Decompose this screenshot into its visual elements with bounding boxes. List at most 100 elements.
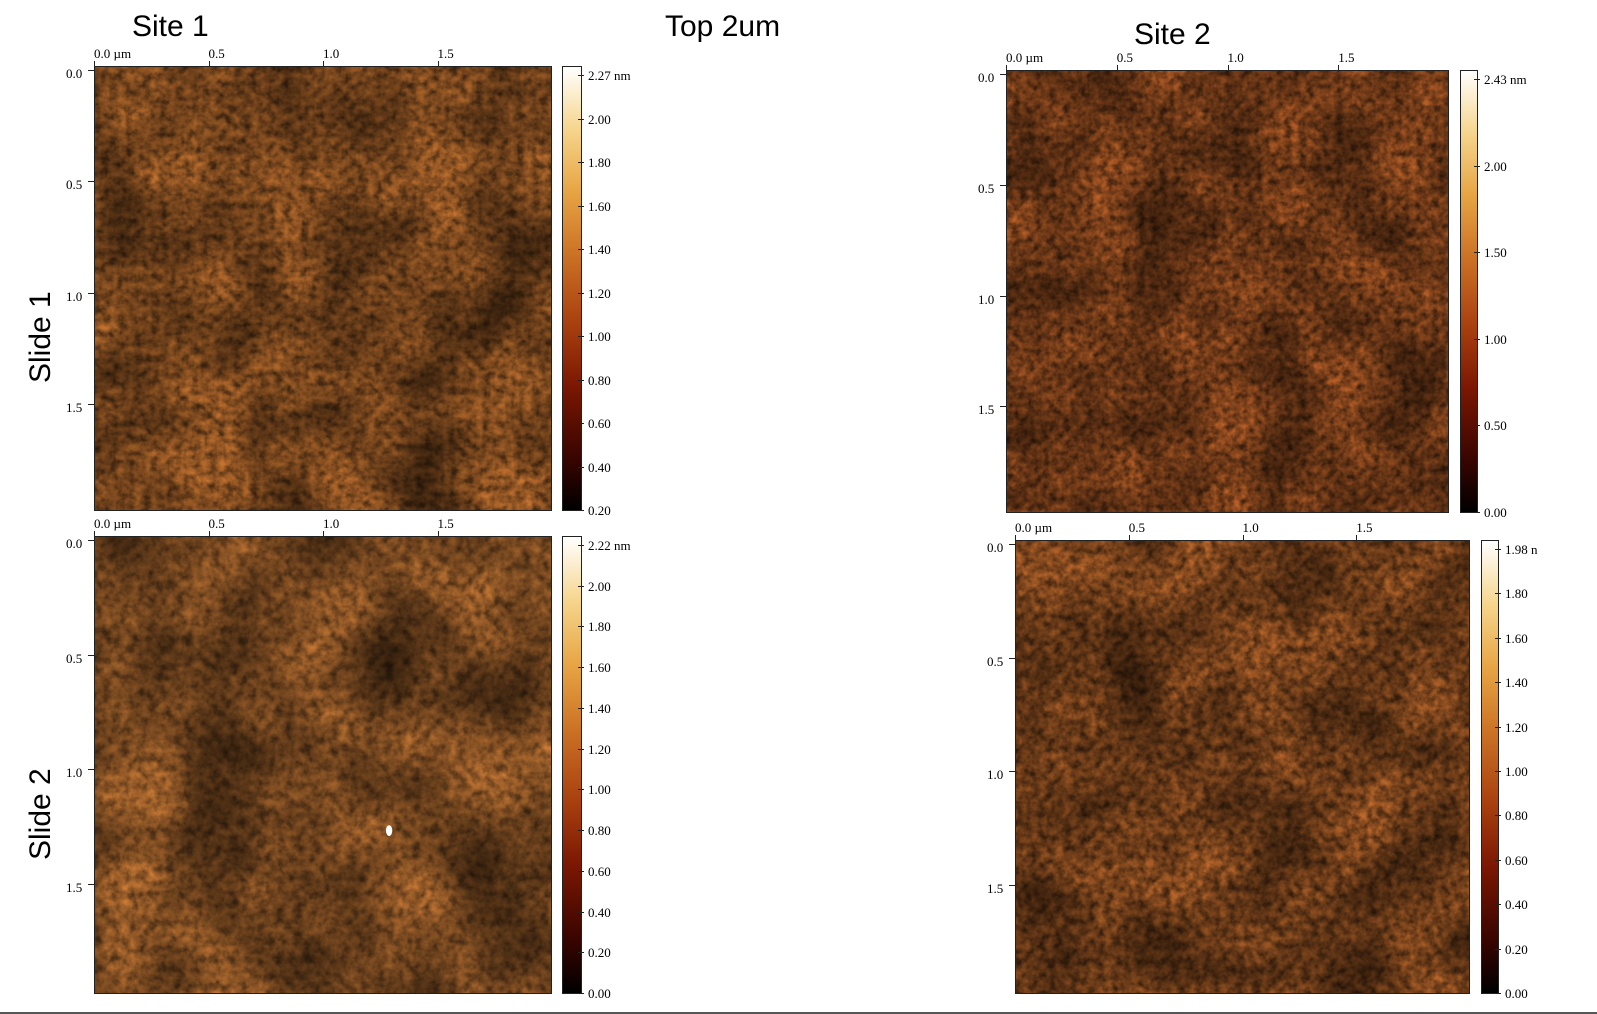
y-tick-label: 0.0 xyxy=(66,536,83,551)
x-tick-label: 1.5 xyxy=(437,516,454,531)
y-tick-label: 1.5 xyxy=(66,399,83,415)
colorbar-tick-mark xyxy=(1495,859,1501,861)
colorbar-tick-mark xyxy=(1474,338,1480,340)
x-tick-label: 1.5 xyxy=(1356,520,1373,535)
slide1-heading: Slide 1 xyxy=(24,291,57,383)
x-tick-label: 0.0 µm xyxy=(94,46,132,61)
colorbar-tick-label: 2.00 xyxy=(1484,158,1507,174)
y-tick-mark xyxy=(88,769,94,770)
colorbar-tick-mark xyxy=(578,830,584,832)
colorbar-tick-mark xyxy=(578,911,584,913)
y-tick-mark xyxy=(88,540,94,541)
x-tick-label: 1.0 xyxy=(323,46,340,61)
x-tick-mark xyxy=(1227,65,1229,71)
x-tick-mark xyxy=(94,61,95,67)
afm-image-slide2-site2 xyxy=(1015,540,1470,994)
y-tick-label: 1.0 xyxy=(66,288,83,304)
colorbar-tick-mark xyxy=(578,423,584,424)
x-tick-label: 0.5 xyxy=(208,46,225,61)
x-tick-mark xyxy=(437,61,439,67)
colorbar-tick-label: 1.80 xyxy=(588,155,611,170)
y-tick-label: 1.5 xyxy=(978,402,995,418)
colorbar-tick-mark xyxy=(1495,593,1501,595)
colorbar-tick-mark xyxy=(578,379,584,381)
colorbar-tick-mark xyxy=(578,75,584,76)
colorbar-tick-mark xyxy=(1474,165,1480,167)
colorbar-tick-label: 2.27 nm xyxy=(588,68,631,83)
colorbar-tick-mark xyxy=(578,162,584,163)
colorbar-slide2-site1 xyxy=(562,536,582,994)
y-tick-label: 0.0 xyxy=(987,540,1004,555)
x-tick-mark xyxy=(1128,535,1130,541)
afm-image-slide1-site2 xyxy=(1006,70,1449,513)
colorbar-tick-mark xyxy=(578,118,584,120)
x-tick-label: 1.0 xyxy=(323,516,340,531)
colorbar-tick-label: 1.00 xyxy=(588,782,611,798)
x-tick-label: 1.5 xyxy=(437,46,454,61)
colorbar-tick-mark xyxy=(578,205,584,207)
colorbar-tick-label: 0.20 xyxy=(1505,941,1528,957)
colorbar-tick-label: 0.60 xyxy=(1505,852,1528,868)
x-tick-label: 1.5 xyxy=(1338,50,1355,65)
colorbar-tick-label: 1.60 xyxy=(1505,630,1528,646)
colorbar-tick-label: 1.20 xyxy=(1505,719,1528,735)
colorbar-tick-label: 1.50 xyxy=(1484,245,1507,261)
colorbar-tick-label: 0.80 xyxy=(1505,808,1528,824)
colorbar-tick-label: 2.43 nm xyxy=(1484,72,1527,87)
colorbar-tick-mark xyxy=(578,789,584,791)
colorbar-tick-label: 1.00 xyxy=(1484,331,1507,347)
afm-image-slide2-site1 xyxy=(94,536,552,994)
colorbar-tick-mark xyxy=(578,585,584,587)
colorbar-tick-mark xyxy=(578,707,584,709)
x-tick-mark xyxy=(323,531,324,537)
colorbar-tick-label: 1.98 n xyxy=(1505,542,1538,557)
colorbar-tick-mark xyxy=(1474,79,1480,80)
slide2-heading: Slide 2 xyxy=(24,768,57,860)
colorbar-slide2-site2 xyxy=(1481,540,1499,994)
colorbar-tick-label: 0.00 xyxy=(1484,505,1507,520)
colorbar-tick-label: 1.20 xyxy=(588,741,611,757)
y-tick-mark xyxy=(1000,74,1006,75)
site1-heading: Site 1 xyxy=(132,10,209,43)
colorbar-tick-label: 2.22 nm xyxy=(588,538,631,553)
colorbar-tick-mark xyxy=(578,336,584,337)
afm-texture xyxy=(95,537,551,993)
colorbar-tick-label: 0.80 xyxy=(588,372,611,388)
colorbar-tick-label: 0.60 xyxy=(588,416,611,431)
colorbar-tick-mark xyxy=(578,952,584,954)
colorbar-tick-mark xyxy=(1495,637,1501,639)
colorbar-tick-label: 0.60 xyxy=(588,863,611,879)
y-tick-label: 1.0 xyxy=(987,767,1004,782)
colorbar-tick-mark xyxy=(578,748,584,750)
site2-heading: Site 2 xyxy=(1134,18,1211,51)
colorbar-tick-mark xyxy=(1474,512,1480,513)
y-tick-label: 0.0 xyxy=(66,66,83,81)
colorbar-tick-label: 1.40 xyxy=(588,700,611,716)
colorbar-tick-mark xyxy=(578,466,584,468)
x-tick-mark xyxy=(1242,535,1244,541)
colorbar-tick-mark xyxy=(1474,425,1480,427)
x-tick-label: 0.5 xyxy=(208,516,225,531)
x-tick-mark xyxy=(1006,65,1007,71)
colorbar-tick-label: 2.00 xyxy=(588,578,611,594)
y-tick-mark xyxy=(88,403,94,405)
colorbar-tick-mark xyxy=(578,510,584,511)
colorbar-tick-label: 1.80 xyxy=(1505,586,1528,602)
x-tick-mark xyxy=(208,61,210,67)
colorbar-tick-mark xyxy=(578,626,584,628)
x-tick-mark xyxy=(1356,535,1358,541)
y-tick-mark xyxy=(1000,184,1006,186)
y-tick-mark xyxy=(88,70,94,71)
y-tick-label: 0.0 xyxy=(978,70,995,85)
colorbar-tick-label: 0.40 xyxy=(588,904,611,920)
x-tick-label: 0.5 xyxy=(1116,50,1133,65)
colorbar-tick-label: 1.80 xyxy=(588,619,611,635)
y-tick-label: 1.0 xyxy=(978,291,995,307)
colorbar-tick-label: 0.20 xyxy=(588,503,611,518)
colorbar-tick-mark xyxy=(1495,904,1501,906)
afm-image-slide1-site1 xyxy=(94,66,552,511)
colorbar-tick-mark xyxy=(1495,682,1501,684)
y-tick-mark xyxy=(1000,406,1006,408)
y-tick-mark xyxy=(88,883,94,885)
colorbar-tick-mark xyxy=(1495,771,1501,772)
